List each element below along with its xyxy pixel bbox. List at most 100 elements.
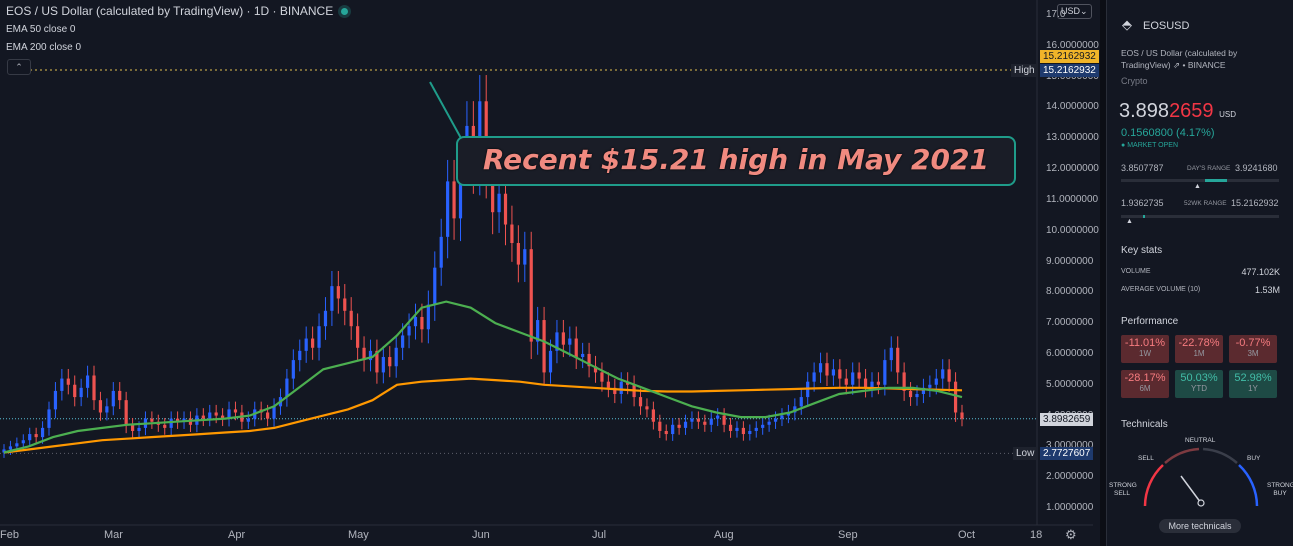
price-change: 0.1560800 (4.17%)	[1121, 127, 1215, 139]
candle-body	[221, 415, 225, 419]
candle-body	[613, 387, 617, 394]
candle-body	[497, 193, 501, 213]
candle-body	[98, 400, 103, 413]
candle-body	[523, 249, 527, 265]
candle-body	[619, 381, 623, 394]
candle-body	[452, 181, 456, 219]
candle-body	[735, 427, 739, 431]
candle-body	[34, 434, 38, 438]
candle-body	[394, 347, 398, 367]
price-tick-label: 10.0000000	[1046, 224, 1099, 236]
perf-cell-ytd[interactable]: 50.03% YTD	[1175, 370, 1223, 398]
gauge-needle	[1180, 475, 1202, 504]
candle-body	[246, 418, 250, 422]
candle-body	[336, 286, 340, 299]
candle-body	[908, 390, 913, 398]
candle-body	[47, 409, 51, 428]
perf-cell-6m[interactable]: -28.17% 6M	[1121, 370, 1169, 398]
candle-body	[664, 430, 668, 435]
candle-body	[66, 378, 70, 385]
candle-body	[426, 304, 430, 330]
perf-cell-1y[interactable]: 52.98% 1Y	[1229, 370, 1277, 398]
collapse-legend-button[interactable]: ⌃	[7, 59, 31, 75]
candle-body	[233, 409, 238, 413]
key-stats-title: Key stats	[1121, 245, 1163, 256]
time-tick-label: May	[348, 529, 369, 541]
sidebar-symbol[interactable]: EOSUSD	[1143, 20, 1190, 32]
candle-body	[683, 421, 688, 428]
candle-body	[124, 400, 128, 425]
candle-body	[510, 224, 514, 244]
description-line2[interactable]: TradingView)	[1121, 60, 1171, 70]
price-tick-label: 7.0000000	[1046, 317, 1094, 329]
technicals-gauge[interactable]	[1137, 444, 1267, 514]
gauge-neutral-label: NEUTRAL	[1185, 437, 1216, 444]
candle-body	[883, 360, 887, 385]
candle-body	[130, 424, 135, 431]
wk52-range-label: 52WK RANGE	[1184, 200, 1227, 207]
candle-body	[780, 415, 784, 419]
price-tick-label: 13.0000000	[1046, 132, 1099, 144]
gauge-pivot	[1197, 499, 1205, 507]
candle-body	[793, 406, 797, 413]
price-chart[interactable]	[0, 0, 1093, 546]
candle-body	[703, 421, 707, 425]
ema200-legend[interactable]: EMA 200 close 0	[6, 42, 82, 53]
time-tick-label: Apr	[228, 529, 246, 541]
perf-label: YTD	[1191, 384, 1207, 393]
candle-body	[574, 338, 578, 358]
price-tick-label: 14.0000000	[1046, 101, 1099, 113]
description-line1: EOS / US Dollar (calculated by	[1121, 48, 1238, 58]
candle-body	[716, 415, 720, 419]
currency-selector[interactable]: USD⌄	[1057, 4, 1092, 19]
high-price-tag: 15.2162932	[1040, 63, 1099, 77]
settings-gear-icon[interactable]: ⚙	[1065, 527, 1077, 542]
volume-value: 477.102K	[1241, 267, 1280, 277]
chart-annotation[interactable]: Recent $15.21 high in May 2021	[456, 136, 1016, 186]
wk52-range-low: 1.9362735	[1121, 198, 1164, 208]
candle-body	[786, 412, 791, 416]
symbol-details-panel: ⬘ EOSUSD EOS / US Dollar (calculated by …	[1106, 0, 1293, 546]
candle-body	[587, 353, 591, 367]
candle-body	[741, 427, 745, 435]
candle-body	[111, 390, 115, 407]
price-tick-label: 17.0	[1046, 9, 1066, 20]
candle-body	[889, 347, 893, 361]
perf-cell-3m[interactable]: -0.77% 3M	[1229, 335, 1277, 363]
candle-body	[851, 372, 855, 385]
price-tick-label: 1.0000000	[1046, 502, 1094, 513]
perf-value: 50.03%	[1180, 372, 1218, 384]
candle-body	[478, 101, 482, 170]
candle-body	[600, 372, 604, 382]
perf-value: -28.17%	[1124, 372, 1166, 384]
candle-body	[439, 236, 443, 268]
candle-body	[433, 267, 437, 305]
wk52-range-marker-icon: ▲	[1126, 218, 1133, 225]
candle-body	[60, 378, 64, 391]
ema50-legend[interactable]: EMA 50 close 0	[6, 24, 76, 35]
perf-value: 52.98%	[1234, 372, 1272, 384]
candle-body	[838, 369, 842, 379]
perf-cell-1m[interactable]: -22.78% 1M	[1175, 335, 1223, 363]
candle-body	[266, 412, 270, 419]
candle-body	[870, 381, 874, 388]
candle-body	[748, 430, 752, 435]
price-tick-label: 5.0000000	[1046, 378, 1094, 390]
candle-body	[773, 418, 778, 422]
volume-label: VOLUME	[1121, 268, 1151, 275]
candle-body	[40, 427, 45, 438]
candle-body	[928, 384, 932, 388]
time-tick-label: Sep	[838, 529, 858, 541]
external-link-icon[interactable]: ⇗	[1172, 60, 1181, 70]
chart-pane[interactable]: EOS / US Dollar (calculated by TradingVi…	[0, 0, 1099, 546]
candle-body	[311, 338, 315, 348]
candle-body	[53, 390, 58, 410]
more-technicals-button[interactable]: More technicals	[1159, 519, 1241, 533]
avg-volume-label: AVERAGE VOLUME (10)	[1121, 286, 1201, 293]
symbol-title: EOS / US Dollar (calculated by TradingVi…	[6, 4, 334, 18]
candle-body	[73, 384, 77, 398]
perf-cell-1w[interactable]: -11.01% 1W	[1121, 335, 1169, 363]
pane-divider[interactable]	[1100, 0, 1106, 546]
candle-body	[812, 372, 816, 382]
time-tick-label: Jul	[592, 529, 607, 541]
